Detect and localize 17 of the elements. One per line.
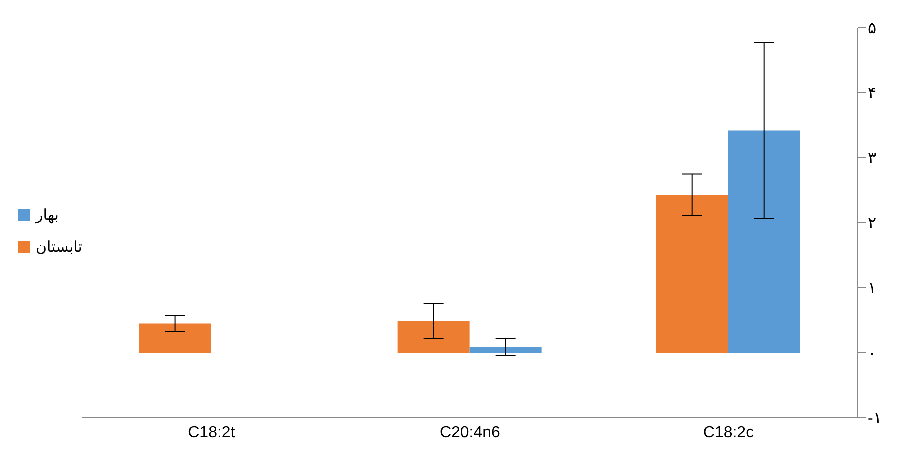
legend-label: تابستان: [36, 238, 82, 256]
y-tick-label: ۲: [868, 216, 877, 233]
bar: [656, 195, 728, 353]
y-tick-label: ۳: [868, 150, 877, 168]
bar: [728, 130, 800, 353]
y-tick-label: ۴: [868, 86, 877, 103]
y-tick-label: ۱: [868, 280, 877, 298]
bar: [139, 324, 212, 353]
bar: [398, 321, 470, 353]
legend-label: بهار: [36, 206, 59, 224]
x-tick-label: C18:2c: [703, 424, 754, 442]
y-tick-label: -۱: [868, 410, 882, 428]
y-tick-label: ۵: [868, 20, 877, 38]
y-tick-label: ۰: [868, 346, 877, 363]
x-tick-label: C20:4n6: [440, 424, 501, 442]
x-tick-label: C18:2t: [188, 424, 236, 442]
bar: [470, 347, 542, 353]
